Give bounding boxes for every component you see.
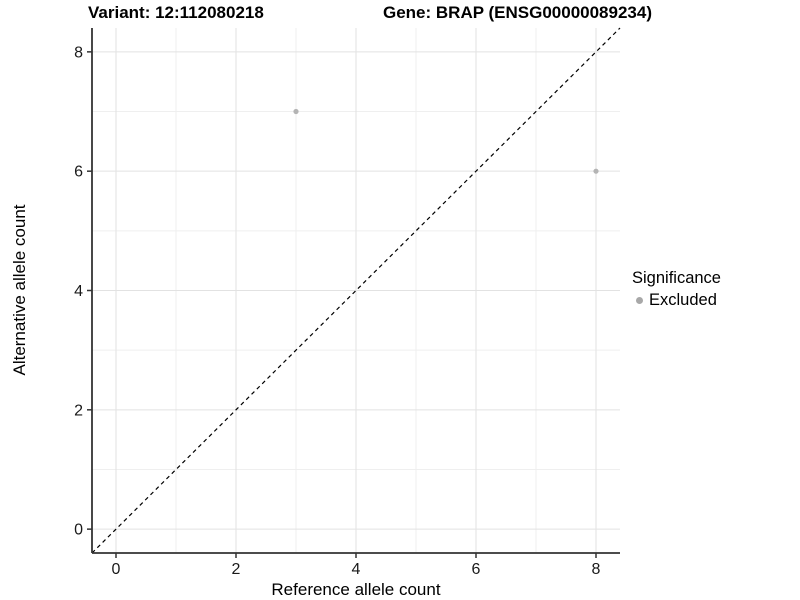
y-tick-label: 4 (74, 283, 83, 300)
y-tick-label: 2 (74, 402, 83, 419)
x-tick-label: 2 (232, 561, 241, 578)
data-point (593, 168, 599, 174)
legend-point-icon (636, 297, 643, 304)
legend-title: Significance (632, 269, 721, 287)
y-tick-label: 8 (74, 44, 83, 61)
y-axis-title: Alternative allele count (10, 204, 29, 376)
plot-title-gene: Gene: BRAP (ENSG00000089234) (383, 3, 652, 22)
x-tick-label: 0 (112, 561, 121, 578)
x-tick-label: 8 (592, 561, 601, 578)
data-point (293, 108, 299, 115)
legend-item-label: Excluded (649, 291, 717, 309)
y-tick-label: 6 (74, 164, 83, 181)
y-tick-label: 0 (74, 522, 83, 539)
legend: Significance Excluded (632, 269, 721, 310)
plot-title-variant: Variant: 12:112080218 (88, 3, 264, 22)
legend-item-excluded: Excluded (632, 291, 721, 310)
x-tick-label: 6 (472, 561, 481, 578)
x-tick-label: 4 (352, 561, 361, 578)
x-axis-title: Reference allele count (271, 580, 441, 599)
